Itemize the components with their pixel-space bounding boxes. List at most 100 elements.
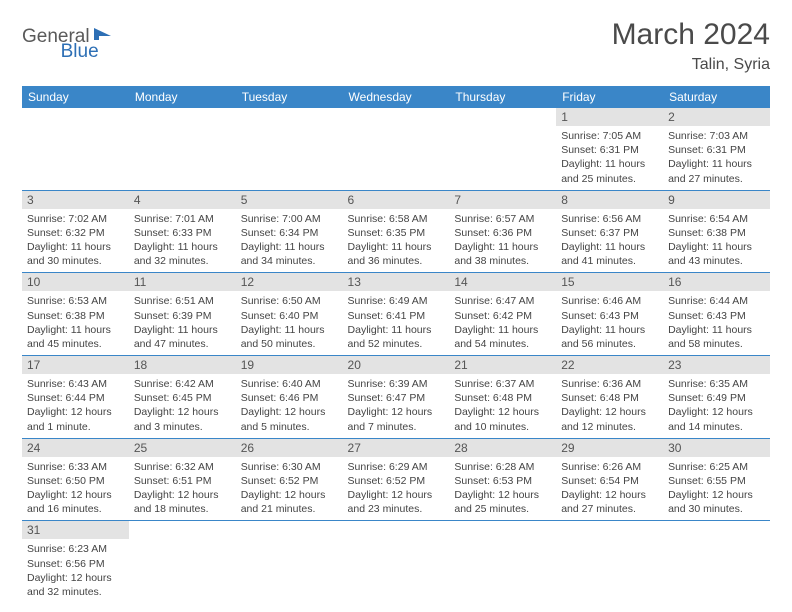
day-details: Sunrise: 6:30 AMSunset: 6:52 PMDaylight:… [236, 457, 343, 521]
sunrise-line: Sunrise: 6:40 AM [241, 377, 338, 391]
day-number: 11 [129, 273, 236, 291]
daylight-line: Daylight: 12 hours and 16 minutes. [27, 488, 124, 516]
calendar-cell: 2Sunrise: 7:03 AMSunset: 6:31 PMDaylight… [663, 108, 770, 190]
sunrise-line: Sunrise: 6:49 AM [348, 294, 445, 308]
day-details: Sunrise: 6:42 AMSunset: 6:45 PMDaylight:… [129, 374, 236, 438]
daylight-line: Daylight: 12 hours and 32 minutes. [27, 571, 124, 599]
calendar-cell: 29Sunrise: 6:26 AMSunset: 6:54 PMDayligh… [556, 438, 663, 521]
day-number: 30 [663, 439, 770, 457]
sunrise-line: Sunrise: 7:00 AM [241, 212, 338, 226]
day-number: 24 [22, 439, 129, 457]
daylight-line: Daylight: 11 hours and 43 minutes. [668, 240, 765, 268]
sunset-line: Sunset: 6:47 PM [348, 391, 445, 405]
sunset-line: Sunset: 6:43 PM [561, 309, 658, 323]
calendar-cell: 3Sunrise: 7:02 AMSunset: 6:32 PMDaylight… [22, 190, 129, 273]
calendar-cell: 24Sunrise: 6:33 AMSunset: 6:50 PMDayligh… [22, 438, 129, 521]
day-number: 13 [343, 273, 450, 291]
calendar-cell: 11Sunrise: 6:51 AMSunset: 6:39 PMDayligh… [129, 273, 236, 356]
sunset-line: Sunset: 6:46 PM [241, 391, 338, 405]
sunrise-line: Sunrise: 6:46 AM [561, 294, 658, 308]
sunrise-line: Sunrise: 6:25 AM [668, 460, 765, 474]
calendar-cell: 13Sunrise: 6:49 AMSunset: 6:41 PMDayligh… [343, 273, 450, 356]
sunrise-line: Sunrise: 6:43 AM [27, 377, 124, 391]
daylight-line: Daylight: 11 hours and 54 minutes. [454, 323, 551, 351]
sunset-line: Sunset: 6:51 PM [134, 474, 231, 488]
sunrise-line: Sunrise: 6:35 AM [668, 377, 765, 391]
calendar-cell: 12Sunrise: 6:50 AMSunset: 6:40 PMDayligh… [236, 273, 343, 356]
day-details: Sunrise: 6:25 AMSunset: 6:55 PMDaylight:… [663, 457, 770, 521]
day-details: Sunrise: 6:39 AMSunset: 6:47 PMDaylight:… [343, 374, 450, 438]
day-number: 2 [663, 108, 770, 126]
day-number: 8 [556, 191, 663, 209]
calendar-cell [343, 108, 450, 190]
day-details: Sunrise: 6:33 AMSunset: 6:50 PMDaylight:… [22, 457, 129, 521]
calendar-cell: 25Sunrise: 6:32 AMSunset: 6:51 PMDayligh… [129, 438, 236, 521]
sunset-line: Sunset: 6:32 PM [27, 226, 124, 240]
sunset-line: Sunset: 6:41 PM [348, 309, 445, 323]
day-details: Sunrise: 6:26 AMSunset: 6:54 PMDaylight:… [556, 457, 663, 521]
calendar-cell: 27Sunrise: 6:29 AMSunset: 6:52 PMDayligh… [343, 438, 450, 521]
day-number: 18 [129, 356, 236, 374]
daylight-line: Daylight: 12 hours and 3 minutes. [134, 405, 231, 433]
weekday-header: Sunday [22, 86, 129, 108]
title-block: March 2024 Talin, Syria [612, 18, 770, 74]
sunset-line: Sunset: 6:53 PM [454, 474, 551, 488]
sunrise-line: Sunrise: 6:56 AM [561, 212, 658, 226]
day-details: Sunrise: 6:58 AMSunset: 6:35 PMDaylight:… [343, 209, 450, 273]
day-details: Sunrise: 6:49 AMSunset: 6:41 PMDaylight:… [343, 291, 450, 355]
sunset-line: Sunset: 6:34 PM [241, 226, 338, 240]
calendar-row: 17Sunrise: 6:43 AMSunset: 6:44 PMDayligh… [22, 356, 770, 439]
calendar-cell: 17Sunrise: 6:43 AMSunset: 6:44 PMDayligh… [22, 356, 129, 439]
day-number: 26 [236, 439, 343, 457]
calendar-cell: 22Sunrise: 6:36 AMSunset: 6:48 PMDayligh… [556, 356, 663, 439]
day-number: 23 [663, 356, 770, 374]
calendar-cell: 19Sunrise: 6:40 AMSunset: 6:46 PMDayligh… [236, 356, 343, 439]
sunset-line: Sunset: 6:55 PM [668, 474, 765, 488]
calendar-cell [449, 521, 556, 603]
day-number: 31 [22, 521, 129, 539]
calendar-cell [129, 521, 236, 603]
sunrise-line: Sunrise: 6:53 AM [27, 294, 124, 308]
weekday-header: Thursday [449, 86, 556, 108]
daylight-line: Daylight: 11 hours and 25 minutes. [561, 157, 658, 185]
day-details: Sunrise: 6:36 AMSunset: 6:48 PMDaylight:… [556, 374, 663, 438]
calendar-cell: 21Sunrise: 6:37 AMSunset: 6:48 PMDayligh… [449, 356, 556, 439]
day-details: Sunrise: 6:37 AMSunset: 6:48 PMDaylight:… [449, 374, 556, 438]
sunrise-line: Sunrise: 6:28 AM [454, 460, 551, 474]
calendar-row: 24Sunrise: 6:33 AMSunset: 6:50 PMDayligh… [22, 438, 770, 521]
weekday-header: Tuesday [236, 86, 343, 108]
day-details: Sunrise: 6:57 AMSunset: 6:36 PMDaylight:… [449, 209, 556, 273]
day-number: 29 [556, 439, 663, 457]
daylight-line: Daylight: 11 hours and 45 minutes. [27, 323, 124, 351]
calendar-body: 1Sunrise: 7:05 AMSunset: 6:31 PMDaylight… [22, 108, 770, 603]
day-number: 6 [343, 191, 450, 209]
daylight-line: Daylight: 12 hours and 7 minutes. [348, 405, 445, 433]
daylight-line: Daylight: 11 hours and 36 minutes. [348, 240, 445, 268]
day-details: Sunrise: 6:54 AMSunset: 6:38 PMDaylight:… [663, 209, 770, 273]
sunset-line: Sunset: 6:50 PM [27, 474, 124, 488]
sunset-line: Sunset: 6:49 PM [668, 391, 765, 405]
weekday-header: Saturday [663, 86, 770, 108]
weekday-header: Wednesday [343, 86, 450, 108]
sunrise-line: Sunrise: 7:02 AM [27, 212, 124, 226]
sunrise-line: Sunrise: 6:39 AM [348, 377, 445, 391]
daylight-line: Daylight: 12 hours and 14 minutes. [668, 405, 765, 433]
day-details: Sunrise: 6:53 AMSunset: 6:38 PMDaylight:… [22, 291, 129, 355]
sunrise-line: Sunrise: 6:26 AM [561, 460, 658, 474]
day-number: 15 [556, 273, 663, 291]
sunset-line: Sunset: 6:39 PM [134, 309, 231, 323]
daylight-line: Daylight: 11 hours and 41 minutes. [561, 240, 658, 268]
calendar-cell [663, 521, 770, 603]
day-number: 5 [236, 191, 343, 209]
sunrise-line: Sunrise: 6:51 AM [134, 294, 231, 308]
calendar-cell: 18Sunrise: 6:42 AMSunset: 6:45 PMDayligh… [129, 356, 236, 439]
calendar-cell: 9Sunrise: 6:54 AMSunset: 6:38 PMDaylight… [663, 190, 770, 273]
calendar-cell: 28Sunrise: 6:28 AMSunset: 6:53 PMDayligh… [449, 438, 556, 521]
daylight-line: Daylight: 12 hours and 25 minutes. [454, 488, 551, 516]
calendar-row: 31Sunrise: 6:23 AMSunset: 6:56 PMDayligh… [22, 521, 770, 603]
daylight-line: Daylight: 11 hours and 34 minutes. [241, 240, 338, 268]
daylight-line: Daylight: 12 hours and 5 minutes. [241, 405, 338, 433]
calendar-row: 10Sunrise: 6:53 AMSunset: 6:38 PMDayligh… [22, 273, 770, 356]
calendar-cell [343, 521, 450, 603]
day-number: 4 [129, 191, 236, 209]
